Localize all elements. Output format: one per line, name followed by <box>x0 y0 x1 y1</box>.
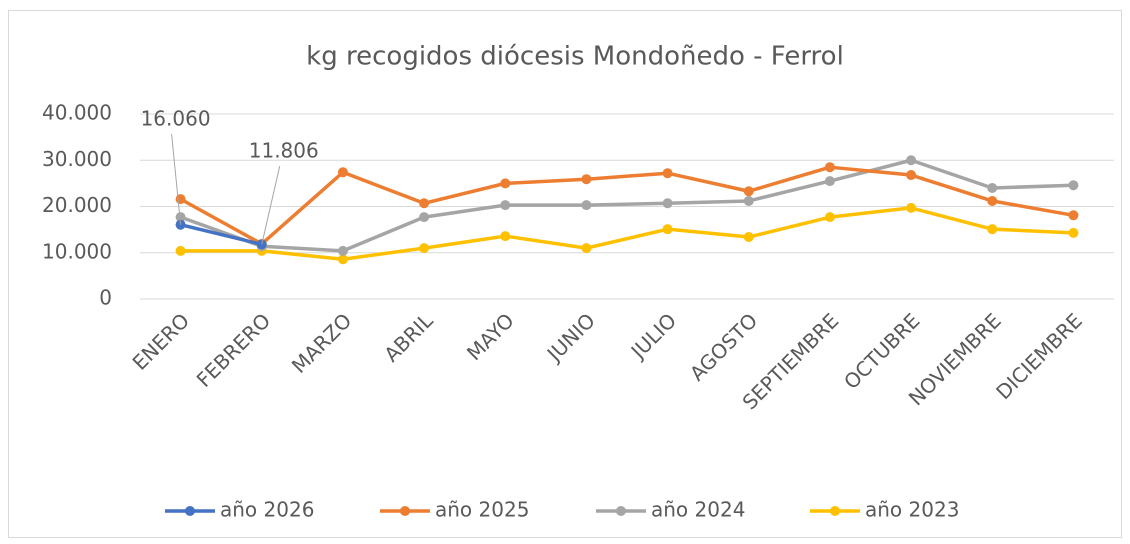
label-leader <box>171 133 182 225</box>
point-marker <box>743 232 754 243</box>
point-marker <box>500 200 511 211</box>
y-tick-label: 0 <box>99 286 112 310</box>
point-marker <box>1068 227 1079 238</box>
point-marker <box>987 183 998 193</box>
series-line <box>180 206 1074 261</box>
y-tick-label: 20.000 <box>42 193 112 217</box>
point-marker <box>337 167 348 178</box>
y-tick-label: 10.000 <box>42 239 112 263</box>
legend-marker <box>616 506 626 516</box>
legend-label: año 2023 <box>865 498 959 522</box>
point-marker <box>500 178 511 189</box>
point-marker <box>662 224 673 235</box>
point-marker <box>906 155 917 166</box>
legend-label: año 2025 <box>435 498 529 522</box>
point-marker <box>175 212 186 223</box>
series-line <box>179 165 1074 246</box>
y-tick-label: 40.000 <box>42 101 112 125</box>
label-leader <box>261 165 281 245</box>
point-marker <box>175 245 186 256</box>
data-label: 16.060 <box>141 107 211 131</box>
point-marker <box>743 186 754 197</box>
point-marker <box>337 254 348 265</box>
point-marker <box>500 231 511 242</box>
point-marker <box>337 245 348 256</box>
point-marker <box>581 243 592 254</box>
point-marker <box>987 224 998 235</box>
legend-label: año 2026 <box>220 498 314 522</box>
chart-title: kg recogidos diócesis Mondoñedo - Ferrol <box>306 42 844 72</box>
point-marker <box>824 212 835 223</box>
point-marker <box>581 200 592 211</box>
series-line <box>180 223 263 247</box>
point-marker <box>662 168 673 179</box>
point-marker <box>419 198 430 209</box>
legend-marker <box>830 506 840 516</box>
point-marker <box>175 194 186 205</box>
point-marker <box>824 176 835 187</box>
point-marker <box>419 212 430 223</box>
point-marker <box>906 170 917 181</box>
series-line <box>179 158 1074 253</box>
point-marker <box>1068 180 1079 191</box>
chart-border <box>8 10 1122 538</box>
point-marker <box>987 195 998 206</box>
point-marker <box>824 162 835 173</box>
legend-marker <box>185 506 195 516</box>
point-marker <box>581 174 592 185</box>
point-marker <box>419 243 430 254</box>
data-label: 11.806 <box>249 139 319 163</box>
point-marker <box>743 195 754 206</box>
point-marker <box>662 198 673 209</box>
y-tick-label: 30.000 <box>42 147 112 171</box>
legend-marker <box>400 506 410 516</box>
legend-label: año 2024 <box>651 498 745 522</box>
point-marker <box>906 202 917 213</box>
point-marker <box>1068 210 1079 221</box>
